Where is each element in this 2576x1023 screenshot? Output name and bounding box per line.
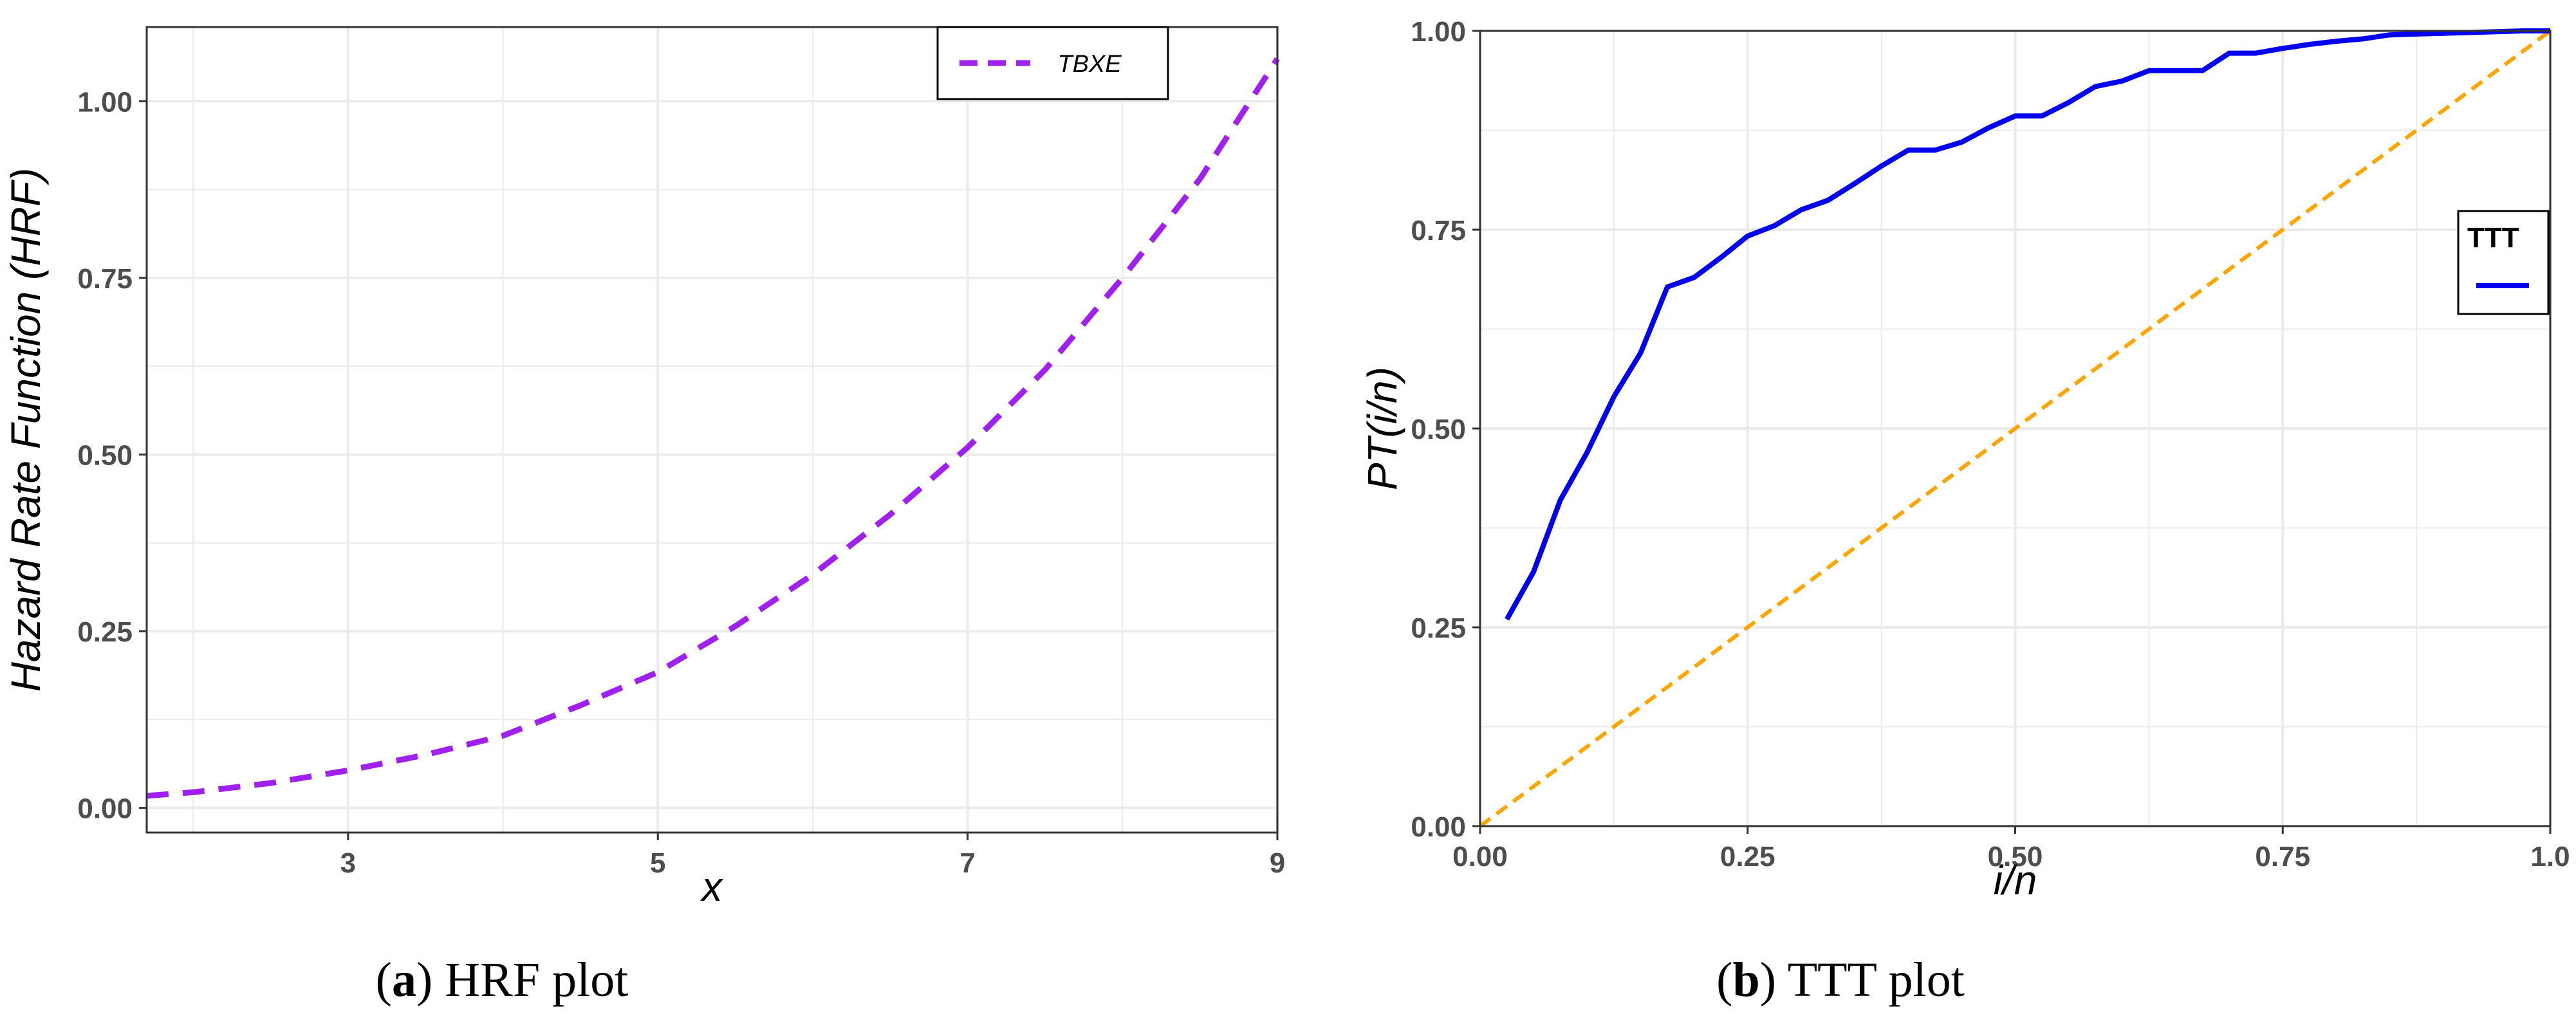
hrf-x-axis: 3 5 7 9: [340, 833, 1285, 879]
ttt-legend-box: [2457, 210, 2550, 315]
hrf-chart: 3 5 7 9 0.00 0.25 0.50 0.75 1.00 x Hazard Rate …: [3, 26, 1285, 910]
x-tick-label: 3: [340, 847, 356, 879]
x-tick-label: 0.75: [2255, 841, 2310, 872]
ttt-series-line: [1505, 28, 2550, 621]
x-tick-label: 7: [959, 847, 975, 879]
ttt-x-axis: 0.00 0.25 0.50 0.75 1.0: [1452, 826, 2570, 872]
x-tick-label: 0.50: [1988, 841, 2043, 872]
x-tick-label: 9: [1270, 847, 1285, 879]
hrf-gridlines: [147, 27, 1279, 833]
caption-a-letter: a: [392, 953, 416, 1007]
hrf-plot-panel: [147, 27, 1277, 833]
ttt-reference-diagonal: [1479, 29, 2552, 828]
caption-b-close: ): [1760, 953, 1788, 1007]
y-tick-label: 1.00: [1411, 16, 1466, 48]
hrf-legend: TBXE: [936, 26, 1169, 100]
y-tick-label: 0.25: [1411, 613, 1466, 644]
y-tick-label: 0.75: [1411, 215, 1466, 246]
y-tick-label: 0.00: [77, 793, 133, 825]
hrf-panel-border: [145, 26, 1279, 834]
hrf-legend-label-tbxe: TBXE: [1057, 51, 1122, 78]
ttt-y-axis: 0.00 0.25 0.50 0.75 1.00: [1411, 16, 1480, 843]
x-tick-label: 5: [650, 847, 665, 879]
caption-a: (a) HRF plot: [376, 953, 629, 1007]
y-tick-label: 0.00: [1411, 811, 1466, 843]
caption-a-text: HRF plot: [445, 953, 628, 1007]
caption-b-letter: b: [1732, 953, 1759, 1007]
ttt-legend-title: TTT: [2467, 222, 2519, 253]
ttt-x-axis-label: i/n: [1994, 857, 2037, 903]
y-tick-label: 0.25: [77, 616, 133, 648]
y-tick-label: 0.50: [1411, 414, 1466, 445]
caption-a-close: ): [416, 953, 445, 1007]
hrf-y-axis: 0.00 0.25 0.50 0.75 1.00: [77, 86, 147, 825]
ttt-chart: 0.00 0.25 0.50 0.75 1.0 0.00 0.25 0.50 0.75 1.00…: [1359, 16, 2570, 903]
x-tick-label: 0.25: [1720, 841, 1775, 872]
caption-a-open: (: [376, 953, 392, 1007]
hrf-series-line-tbxe: [146, 57, 1280, 799]
caption-b-open: (: [1716, 953, 1732, 1007]
caption-b-text: TTT plot: [1788, 953, 1965, 1007]
hrf-x-axis-label: x: [700, 863, 724, 910]
y-tick-label: 1.00: [77, 86, 133, 118]
ttt-legend: TTT: [2457, 210, 2550, 315]
x-tick-label: 1.0: [2530, 841, 2570, 872]
y-tick-label: 0.50: [77, 439, 133, 471]
ttt-y-axis-label: PT(i/n): [1359, 367, 1405, 490]
hrf-y-axis-label: Hazard Rate Function (HRF): [3, 168, 49, 692]
y-tick-label: 0.75: [77, 263, 133, 295]
caption-b: (b) TTT plot: [1716, 953, 1965, 1007]
x-tick-label: 0.00: [1452, 841, 1508, 872]
